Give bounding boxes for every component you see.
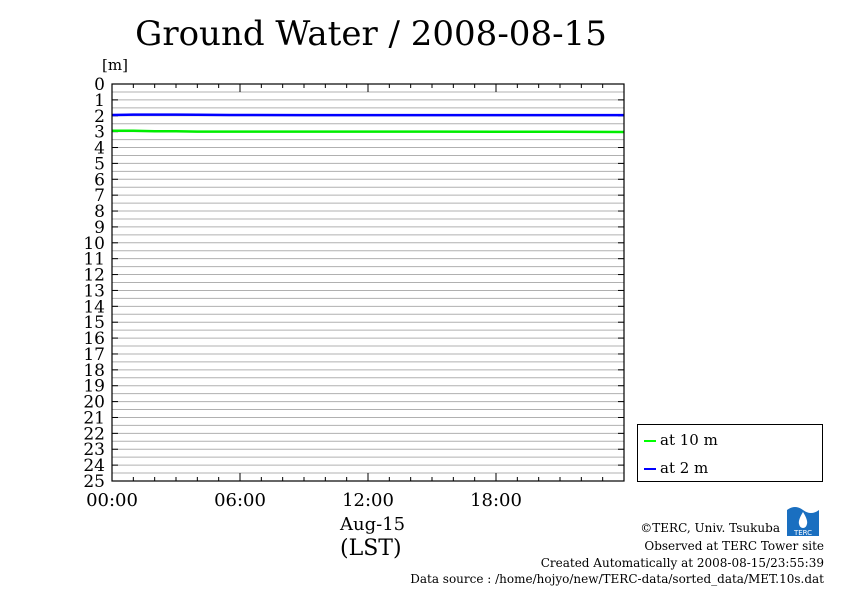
x-tick-label-0600: 06:00	[214, 490, 266, 511]
x-axis-date-label: Aug-15	[340, 514, 406, 535]
x-axis-timezone-label: (LST)	[340, 536, 402, 561]
y-tick-label-19: 19	[83, 377, 105, 397]
legend-label-2m: at 2 m	[660, 459, 709, 477]
legend-swatch-10m	[644, 440, 656, 442]
y-tick-label-16: 16	[83, 329, 105, 349]
credit-created: Created Automatically at 2008-08-15/23:5…	[540, 556, 824, 570]
y-tick-label-17: 17	[83, 345, 105, 365]
y-tick-label-8: 8	[94, 202, 105, 222]
series-line-0	[112, 129, 624, 134]
x-tick-label-1200: 12:00	[342, 490, 394, 511]
legend-swatch-2m	[644, 468, 656, 470]
plot-frame	[111, 83, 625, 482]
x-tick-label-1800: 18:00	[470, 490, 522, 511]
y-tick-label-2: 2	[94, 107, 105, 127]
credit-source: Data source : /home/hojyo/new/TERC-data/…	[410, 572, 824, 586]
x-tick-label-0000: 00:00	[86, 490, 138, 511]
terc-logo-icon: TERC	[785, 502, 821, 538]
y-tick-label-7: 7	[94, 186, 105, 206]
y-tick-label-24: 24	[83, 456, 105, 476]
series-line-1	[111, 113, 624, 117]
y-tick-label-18: 18	[83, 361, 105, 381]
y-tick-label-25: 25	[83, 472, 105, 492]
credit-site: Observed at TERC Tower site	[644, 539, 824, 553]
y-tick-label-11: 11	[83, 250, 105, 270]
y-tick-label-21: 21	[83, 408, 105, 428]
y-tick-label-9: 9	[94, 218, 105, 238]
y-tick-label-22: 22	[83, 424, 105, 444]
legend-label-10m: at 10 m	[660, 431, 718, 449]
y-tick-label-12: 12	[83, 266, 105, 286]
y-tick-label-14: 14	[83, 297, 105, 317]
svg-text:TERC: TERC	[793, 529, 812, 537]
y-tick-label-13: 13	[83, 281, 105, 301]
y-tick-label-4: 4	[94, 139, 105, 159]
y-axis-unit: [m]	[102, 56, 128, 74]
y-tick-label-10: 10	[83, 234, 105, 254]
y-tick-label-20: 20	[83, 393, 105, 413]
credit-copyright: ©TERC, Univ. Tsukuba	[640, 521, 780, 535]
legend-item-10m: at 10 m	[644, 431, 718, 451]
legend-item-2m: at 2 m	[644, 459, 708, 479]
y-tick-label-3: 3	[94, 123, 105, 143]
y-tick-label-23: 23	[83, 440, 105, 460]
y-tick-label-1: 1	[94, 91, 105, 111]
chart-title: Ground Water / 2008-08-15	[135, 14, 607, 54]
y-tick-label-0: 0	[94, 75, 105, 95]
legend: at 10 m at 2 m	[637, 424, 823, 482]
y-tick-label-15: 15	[83, 313, 105, 333]
y-tick-label-5: 5	[94, 154, 105, 174]
y-tick-label-6: 6	[94, 170, 105, 190]
